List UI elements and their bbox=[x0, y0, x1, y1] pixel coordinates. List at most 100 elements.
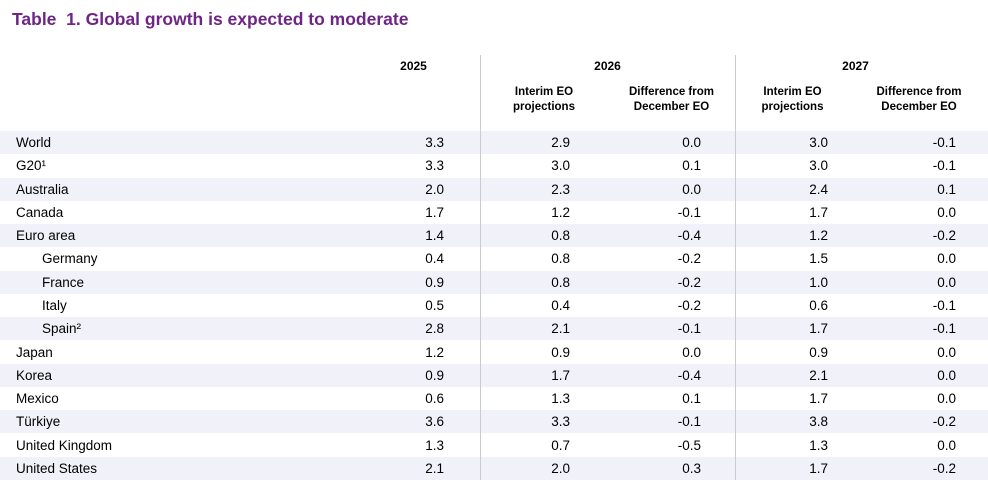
table-row: United Kingdom 1.3 0.7 -0.5 1.3 0.0 bbox=[0, 433, 988, 456]
cell-2026-interim: 1.3 bbox=[551, 391, 570, 407]
table-body: World 3.3 2.9 0.0 3.0 -0.1 G20¹ 3.3 3.0 0.1 3.0 -0.… bbox=[0, 131, 988, 480]
cell-2025: 1.2 bbox=[425, 344, 444, 360]
table-row: World 3.3 2.9 0.0 3.0 -0.1 bbox=[0, 131, 988, 155]
cell-2027-interim: 3.8 bbox=[809, 414, 828, 430]
cell-2027-difference: -0.2 bbox=[932, 460, 956, 476]
table-title: Table 1. Global growth is expected to mo… bbox=[12, 9, 409, 29]
cell-2025: 3.3 bbox=[425, 158, 444, 174]
cell-2026-interim: 2.0 bbox=[551, 460, 570, 476]
table-row: Mexico 0.6 1.3 0.1 1.7 0.0 bbox=[0, 387, 988, 410]
cell-2026-interim: 1.2 bbox=[551, 204, 570, 220]
subheader-2027-interim: Interim EO projections bbox=[761, 86, 824, 114]
cell-2025: 0.6 bbox=[425, 391, 444, 407]
cell-2027-difference: 0.0 bbox=[937, 391, 956, 407]
cell-2027-difference: 0.0 bbox=[937, 344, 956, 360]
cell-2027-interim: 1.7 bbox=[809, 460, 828, 476]
table-header-subcolumns: Interim EO projections Difference from D… bbox=[0, 79, 988, 131]
cell-2026-difference: -0.2 bbox=[677, 251, 701, 267]
cell-2026-difference: -0.4 bbox=[677, 228, 701, 244]
table-row: G20¹ 3.3 3.0 0.1 3.0 -0.1 bbox=[0, 154, 988, 177]
cell-2026-interim: 0.8 bbox=[551, 251, 570, 267]
subheader-2026-interim: Interim EO projections bbox=[513, 86, 575, 114]
cell-2025: 1.4 bbox=[425, 228, 444, 244]
cell-2026-interim: 0.7 bbox=[551, 437, 570, 453]
cell-2026-difference: -0.1 bbox=[677, 321, 701, 337]
subheader-2027-difference: Difference from December EO bbox=[876, 86, 962, 114]
cell-2027-interim: 2.1 bbox=[809, 367, 828, 383]
row-label: Spain² bbox=[42, 321, 82, 337]
row-label: World bbox=[16, 135, 52, 151]
cell-2027-interim: 1.3 bbox=[809, 437, 828, 453]
table-row: Germany 0.4 0.8 -0.2 1.5 0.0 bbox=[0, 247, 988, 270]
cell-2026-difference: 0.1 bbox=[682, 158, 701, 174]
cell-2027-interim: 0.6 bbox=[809, 297, 828, 313]
cell-2027-difference: -0.1 bbox=[932, 135, 956, 151]
cell-2026-difference: 0.0 bbox=[682, 181, 701, 197]
cell-2026-interim: 0.8 bbox=[551, 228, 570, 244]
cell-2026-interim: 2.9 bbox=[551, 135, 570, 151]
row-label: Australia bbox=[16, 181, 69, 197]
table-row: Euro area 1.4 0.8 -0.4 1.2 -0.2 bbox=[0, 224, 988, 248]
cell-2025: 3.6 bbox=[425, 414, 444, 430]
row-label: Türkiye bbox=[16, 414, 61, 430]
col-header-2025: 2025 bbox=[400, 59, 427, 74]
subheader-spacer-2025 bbox=[385, 79, 480, 85]
table-row: Australia 2.0 2.3 0.0 2.4 0.1 bbox=[0, 177, 988, 201]
cell-2027-interim: 1.0 bbox=[809, 274, 828, 290]
cell-2025: 2.8 bbox=[425, 321, 444, 337]
row-label: Italy bbox=[42, 297, 67, 313]
table-row: Japan 1.2 0.9 0.0 0.9 0.0 bbox=[0, 340, 988, 363]
row-label: Mexico bbox=[16, 391, 59, 407]
cell-2026-interim: 0.9 bbox=[551, 344, 570, 360]
cell-2026-difference: 0.0 bbox=[682, 135, 701, 151]
cell-2027-difference: 0.1 bbox=[937, 181, 956, 197]
table-row: Türkiye 3.6 3.3 -0.1 3.8 -0.2 bbox=[0, 410, 988, 434]
row-label: G20¹ bbox=[16, 158, 47, 174]
row-label: Korea bbox=[16, 367, 53, 383]
cell-2027-difference: 0.0 bbox=[937, 204, 956, 220]
row-label: Germany bbox=[42, 251, 98, 267]
table-row: Italy 0.5 0.4 -0.2 0.6 -0.1 bbox=[0, 294, 988, 317]
cell-2027-difference: -0.1 bbox=[932, 321, 956, 337]
cell-2026-difference: -0.4 bbox=[677, 367, 701, 383]
cell-2026-interim: 2.3 bbox=[551, 181, 570, 197]
cell-2026-difference: -0.5 bbox=[677, 437, 701, 453]
group-divider-2026 bbox=[480, 55, 481, 480]
cell-2027-difference: 0.0 bbox=[937, 251, 956, 267]
cell-2027-interim: 1.5 bbox=[809, 251, 828, 267]
cell-2025: 0.9 bbox=[425, 367, 444, 383]
cell-2026-difference: 0.1 bbox=[682, 391, 701, 407]
cell-2026-interim: 0.4 bbox=[551, 297, 570, 313]
row-label: United Kingdom bbox=[16, 437, 113, 453]
cell-2025: 3.3 bbox=[425, 135, 444, 151]
cell-2025: 0.9 bbox=[425, 274, 444, 290]
cell-2026-interim: 1.7 bbox=[551, 367, 570, 383]
cell-2027-difference: 0.0 bbox=[937, 437, 956, 453]
cell-2026-difference: 0.0 bbox=[682, 344, 701, 360]
cell-2026-interim: 0.8 bbox=[551, 274, 570, 290]
cell-2026-difference: -0.2 bbox=[677, 274, 701, 290]
table-row: Canada 1.7 1.2 -0.1 1.7 0.0 bbox=[0, 201, 988, 224]
row-label: Euro area bbox=[16, 228, 76, 244]
growth-table: 2025 2026 2027 Interim EO projections Di… bbox=[0, 55, 988, 480]
group-divider-2027 bbox=[735, 55, 736, 480]
cell-2026-difference: 0.3 bbox=[682, 460, 701, 476]
cell-2026-interim: 3.3 bbox=[551, 414, 570, 430]
cell-2027-interim: 2.4 bbox=[809, 181, 828, 197]
cell-2027-difference: -0.1 bbox=[932, 158, 956, 174]
col-header-2026: 2026 bbox=[594, 59, 621, 74]
cell-2025: 1.3 bbox=[425, 437, 444, 453]
cell-2027-difference: -0.2 bbox=[932, 414, 956, 430]
cell-2025: 1.7 bbox=[425, 204, 444, 220]
cell-2026-difference: -0.2 bbox=[677, 297, 701, 313]
row-label: France bbox=[42, 274, 85, 290]
cell-2027-interim: 1.7 bbox=[809, 321, 828, 337]
row-label: Japan bbox=[16, 344, 53, 360]
cell-2027-interim: 1.7 bbox=[809, 204, 828, 220]
cell-2025: 0.4 bbox=[425, 251, 444, 267]
cell-2026-difference: -0.1 bbox=[677, 204, 701, 220]
row-label: Canada bbox=[16, 204, 64, 220]
table-header-years: 2025 2026 2027 bbox=[0, 55, 988, 79]
table-row: France 0.9 0.8 -0.2 1.0 0.0 bbox=[0, 270, 988, 294]
